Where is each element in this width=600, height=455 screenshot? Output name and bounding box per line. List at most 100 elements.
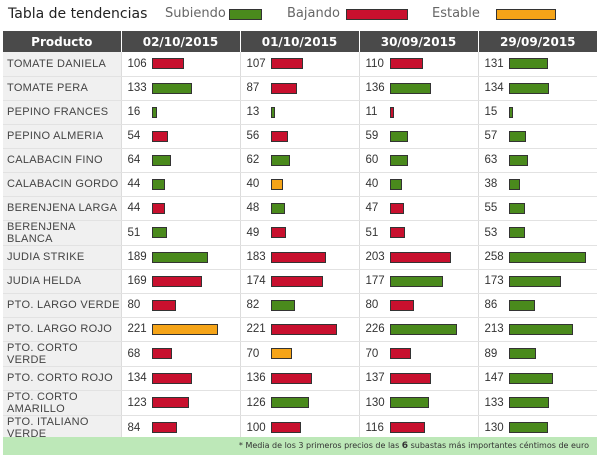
trend-bar-down	[151, 422, 177, 434]
price-value: 64	[127, 154, 141, 167]
trend-bar-down	[270, 422, 301, 434]
price-value: 40	[365, 178, 379, 191]
header-date-3: 30/09/2015	[359, 31, 479, 52]
legend-title: Tabla de tendencias	[8, 6, 148, 22]
price-value: 136	[246, 372, 266, 385]
price-value: 49	[246, 226, 260, 239]
price-value: 177	[365, 275, 385, 288]
price-value: 213	[484, 323, 504, 336]
trend-bar-up	[508, 154, 528, 166]
value-cell: 49	[240, 220, 360, 246]
trend-bar-down	[389, 422, 425, 434]
value-cell: 136	[359, 76, 479, 101]
trend-bar-down	[151, 58, 184, 70]
table-row: CALABACIN GORDO 44 40 40 38	[3, 172, 597, 197]
value-cell: 126	[240, 390, 360, 416]
trend-bar-down	[270, 130, 288, 142]
price-value: 51	[127, 226, 141, 239]
price-value: 70	[246, 347, 260, 360]
value-cell: 80	[121, 293, 241, 318]
value-cell: 169	[121, 269, 241, 294]
product-name: PTO. CORTO AMARILLO	[3, 390, 122, 416]
price-value: 59	[365, 130, 379, 143]
trend-bar-up	[389, 397, 429, 409]
value-cell: 136	[240, 366, 360, 391]
table-row: PTO. CORTO VERDE 68 70 70 89	[3, 341, 597, 367]
trend-bar-stable	[151, 323, 218, 335]
product-name: BERENJENA BLANCA	[3, 220, 122, 246]
price-value: 54	[127, 130, 141, 143]
price-value: 38	[484, 178, 498, 191]
price-value: 221	[127, 323, 147, 336]
price-value: 136	[365, 82, 385, 95]
trend-bar-down	[151, 275, 202, 287]
header-date-1: 02/10/2015	[121, 31, 241, 52]
trend-bar-up	[508, 178, 520, 190]
trend-bar-down	[389, 251, 451, 263]
trend-bar-down	[151, 299, 176, 311]
price-value: 13	[246, 106, 260, 119]
legend-swatch-down	[346, 9, 408, 20]
trend-bar-up	[151, 227, 167, 239]
price-value: 133	[127, 82, 147, 95]
price-value: 134	[484, 82, 504, 95]
value-cell: 51	[121, 220, 241, 246]
price-value: 57	[484, 130, 498, 143]
value-cell: 15	[478, 100, 597, 125]
legend-label-up: Subiendo	[165, 6, 226, 21]
trend-bar-down	[389, 202, 404, 214]
value-cell: 13	[240, 100, 360, 125]
value-cell: 56	[240, 124, 360, 149]
trend-bar-up	[508, 202, 525, 214]
value-cell: 87	[240, 76, 360, 101]
product-name: JUDIA STRIKE	[3, 245, 122, 270]
price-value: 68	[127, 347, 141, 360]
value-cell: 82	[240, 293, 360, 318]
trend-bar-up	[508, 227, 525, 239]
value-cell: 107	[240, 52, 360, 77]
trend-bar-down	[389, 348, 411, 360]
price-value: 44	[127, 202, 141, 215]
price-value: 15	[484, 106, 498, 119]
price-value: 133	[484, 396, 504, 409]
price-value: 116	[365, 421, 384, 434]
value-cell: 130	[359, 390, 479, 416]
product-name: CALABACIN FINO	[3, 148, 122, 173]
trend-bar-up	[270, 397, 309, 409]
trend-bar-down	[151, 348, 172, 360]
value-cell: 133	[478, 390, 597, 416]
price-value: 137	[365, 372, 385, 385]
value-cell: 89	[478, 341, 597, 367]
value-cell: 86	[478, 293, 597, 318]
value-cell: 16	[121, 100, 241, 125]
value-cell: 84	[121, 415, 241, 441]
value-cell: 106	[121, 52, 241, 77]
trend-bar-up	[389, 82, 431, 94]
price-value: 110	[365, 57, 384, 70]
trend-bar-down	[389, 106, 394, 118]
price-value: 80	[127, 299, 141, 312]
price-value: 84	[127, 421, 141, 434]
trend-bar-down	[270, 275, 323, 287]
header-producto: Producto	[3, 31, 122, 52]
value-cell: 51	[359, 220, 479, 246]
price-value: 106	[127, 57, 147, 70]
value-cell: 57	[478, 124, 597, 149]
value-cell: 177	[359, 269, 479, 294]
value-cell: 147	[478, 366, 597, 391]
value-cell: 59	[359, 124, 479, 149]
price-value: 56	[246, 130, 260, 143]
price-value: 47	[365, 202, 379, 215]
trend-bar-stable	[270, 348, 292, 360]
value-cell: 133	[121, 76, 241, 101]
trend-bar-up	[389, 323, 457, 335]
trend-bar-stable	[270, 178, 283, 190]
trend-bar-up	[508, 130, 526, 142]
product-name: PTO. LARGO VERDE	[3, 293, 122, 318]
trend-bar-up	[508, 275, 561, 287]
value-cell: 134	[121, 366, 241, 391]
value-cell: 53	[478, 220, 597, 246]
table-body: TOMATE DANIELA 106 107 110 131 TOMATE PERA 133…	[3, 52, 597, 441]
trend-bar-down	[151, 202, 165, 214]
table-row: CALABACIN FINO 64 62 60 63	[3, 148, 597, 173]
